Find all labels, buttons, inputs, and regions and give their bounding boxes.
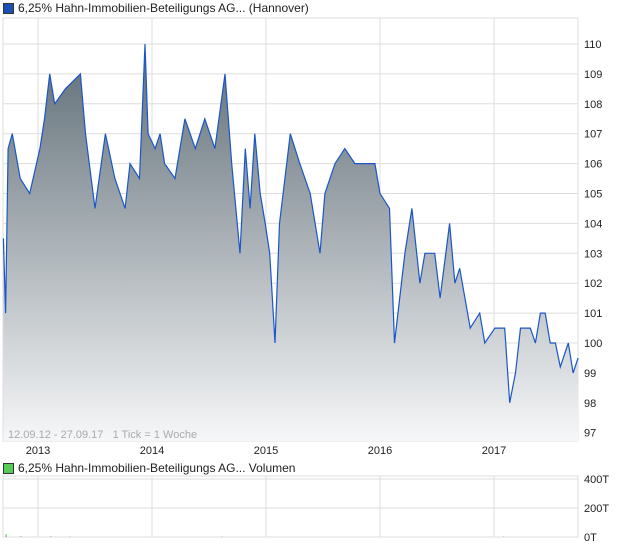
y-tick-label: 104: [584, 218, 602, 230]
price-area: [3, 44, 579, 441]
volume-legend: 6,25% Hahn-Immobilien-Beteiligungs AG...…: [3, 461, 295, 475]
y-tick-label: 107: [584, 129, 602, 141]
price-legend-swatch: [3, 2, 14, 14]
y-tick-label: 98: [584, 398, 596, 410]
volume-frame: [2, 475, 579, 538]
y-tick-label: 100: [584, 338, 602, 350]
y-tick-label: 106: [584, 159, 602, 171]
price-line: [2, 43, 579, 403]
x-tick-label: 2014: [140, 445, 164, 457]
volume-y-tick-label: 200T: [584, 503, 609, 515]
y-tick-label: 110: [584, 39, 602, 51]
y-tick-label: 97: [584, 428, 596, 440]
y-tick-label: 108: [584, 99, 602, 111]
volume-y-tick-label: 0T: [584, 532, 597, 544]
volume-bar: [20, 536, 22, 537]
y-tick-label: 105: [584, 189, 602, 201]
volume-y-tick-label: 400T: [584, 474, 609, 486]
price-legend-label: 6,25% Hahn-Immobilien-Beteiligungs AG...…: [18, 1, 309, 15]
y-tick-label: 103: [584, 248, 602, 260]
volume-bar: [5, 534, 7, 537]
x-tick-label: 2017: [482, 445, 506, 457]
y-tick-label: 99: [584, 368, 596, 380]
x-tick-label: 2013: [26, 445, 50, 457]
y-tick-label: 102: [584, 278, 602, 290]
volume-legend-swatch: [3, 462, 14, 474]
volume-legend-label: 6,25% Hahn-Immobilien-Beteiligungs AG...…: [18, 461, 296, 475]
y-tick-label: 109: [584, 69, 602, 81]
volume-bar: [50, 536, 52, 537]
x-tick-label: 2015: [254, 445, 278, 457]
price-legend: 6,25% Hahn-Immobilien-Beteiligungs AG...…: [3, 1, 309, 15]
y-tick-label: 101: [584, 308, 602, 320]
date-range-info: 12.09.12 - 27.09.17 1 Tick = 1 Woche: [8, 429, 197, 441]
x-tick-label: 2016: [368, 445, 392, 457]
